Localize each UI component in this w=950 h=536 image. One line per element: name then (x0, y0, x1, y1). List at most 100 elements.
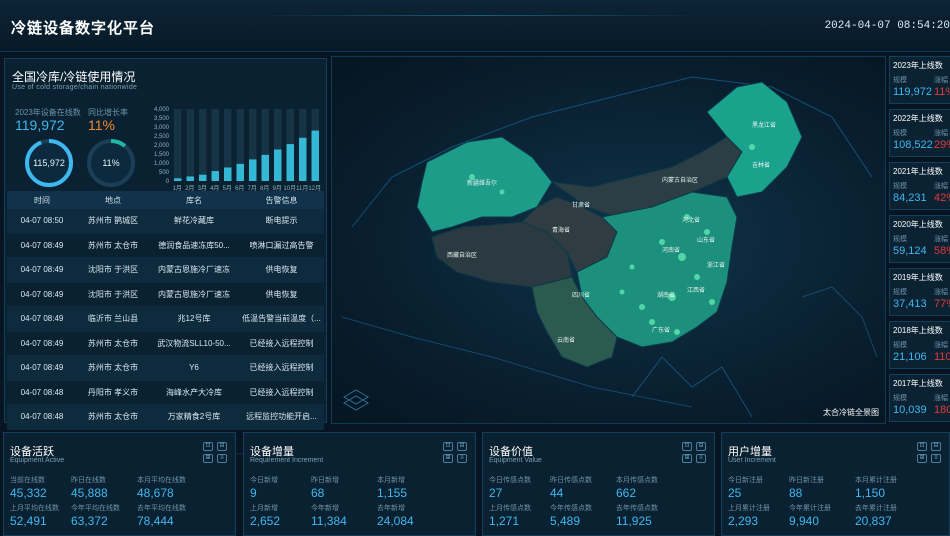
alarm-time: 04-07 08:48 (20, 412, 64, 422)
metric-value: 9 (250, 486, 257, 500)
alarm-storage: 万家精食2号库 (167, 412, 221, 422)
alarm-row[interactable]: 04-07 08:49 苏州市 太仓市 德润食品速冻库50... 喷淋口漏过高告警 (7, 234, 324, 258)
metric: 去年新增 24,084 (377, 503, 414, 528)
x-tick-label: 8月 (260, 185, 269, 192)
bar[interactable] (311, 130, 320, 181)
alarm-row[interactable]: 04-07 08:49 苏州市 太仓市 武汉物流SLL10-50... 已经接入远程控… (7, 332, 324, 356)
alarm-row[interactable]: 04-07 08:49 沈阳市 于洪区 内蒙古恩施冷厂速冻 供电恢复 (7, 258, 324, 283)
summary-card: 用户增量 User Increment ⊡ ⊟ ⊞ ≡ 今日新注册 25 昨日新注册 88 本月累计… (721, 432, 950, 536)
alarm-row[interactable]: 04-07 08:48 丹阳市 孝义市 海峰水产大冷库 已经接入远程控制 (7, 381, 324, 405)
metric-label: 去年平均在线数 (137, 505, 186, 512)
metric-value: 88 (789, 486, 803, 500)
metric: 上月传感点数 1,271 (489, 503, 531, 528)
metric-value: 45,332 (10, 486, 47, 500)
bar[interactable] (211, 171, 220, 181)
collapse-icon[interactable]: ⊟ (696, 442, 706, 451)
metric-value: 11,925 (616, 514, 652, 528)
list-icon[interactable]: ≡ (931, 454, 941, 463)
y-tick-label: 2,000 (154, 143, 170, 149)
alarm-time: 04-07 08:50 (20, 216, 64, 226)
x-tick-label: 9月 (273, 185, 282, 192)
bar[interactable] (224, 167, 232, 182)
map-label-jiangxi: 江西省 (687, 286, 705, 294)
summary-card-title: 设备价值 (489, 446, 533, 458)
alarm-location: 苏州市 鹊城区 (87, 216, 139, 226)
list-icon[interactable]: ≡ (457, 454, 467, 463)
header-storage: 库名 (186, 195, 202, 205)
alarm-storage: 武汉物流SLL10-50... (157, 338, 231, 348)
bar[interactable] (249, 159, 257, 181)
card-action-icons: ⊡ ⊟ ⊞ ≡ (443, 442, 469, 464)
southwest-region (531, 276, 618, 368)
china-map[interactable]: 新疆维吾尔 西藏自治区 青海省 甘肃省 内蒙古自治区 黑龙江省 吉林省 四川省 … (332, 57, 886, 424)
list-icon[interactable]: ≡ (217, 454, 227, 463)
metric-label: 本月累计注册 (855, 477, 897, 484)
year-card-title: 2023年上线数 (893, 61, 943, 70)
summary-card-subtitle: Equipment Value (489, 457, 542, 464)
metric-label: 今日新增 (250, 477, 278, 484)
grid-icon[interactable]: ⊞ (443, 454, 453, 463)
expand-icon[interactable]: ⊡ (443, 442, 453, 451)
list-icon[interactable]: ≡ (696, 454, 706, 463)
bar[interactable] (299, 137, 307, 181)
bar[interactable] (199, 174, 207, 181)
bar-background (224, 109, 232, 181)
year-card-l2: 涨幅 (934, 395, 948, 402)
year-card-title: 2018年上线数 (893, 326, 943, 335)
map-label-xinjiang: 新疆维吾尔 (467, 179, 497, 187)
china-map-panel[interactable]: 新疆维吾尔 西藏自治区 青海省 甘肃省 内蒙古自治区 黑龙江省 吉林省 四川省 … (331, 56, 886, 424)
map-label-qinghai: 青海省 (552, 226, 570, 234)
header-location: 地点 (105, 195, 121, 205)
grid-icon[interactable]: ⊞ (917, 454, 927, 463)
summary-card-title: 设备活跃 (10, 446, 54, 458)
metric-value: 48,678 (137, 486, 174, 500)
alarm-row[interactable]: 04-07 08:48 苏州市 太仓市 万家精食2号库 远程监控功能开启... (7, 405, 324, 430)
alarm-row[interactable]: 04-07 08:50 苏州市 鹊城区 鲜花冷藏库 断电提示 (7, 209, 324, 234)
bar[interactable] (186, 176, 195, 182)
bar[interactable] (286, 144, 295, 181)
grid-icon[interactable]: ⊞ (682, 454, 692, 463)
metric-value: 63,372 (71, 514, 108, 528)
metric: 昨日在线数 45,888 (71, 475, 108, 500)
metric-value: 11,384 (311, 514, 347, 528)
bar[interactable] (274, 149, 282, 182)
summary-card-title: 用户增量 (728, 446, 772, 458)
collapse-icon[interactable]: ⊟ (457, 442, 467, 451)
alarm-location: 丹阳市 孝义市 (87, 387, 139, 397)
alarm-row[interactable]: 04-07 08:49 苏州市 太仓市 Y6 已经接入远程控制 (7, 356, 324, 381)
grid-icon[interactable]: ⊞ (203, 454, 213, 463)
map-density-dots (469, 144, 755, 335)
expand-icon[interactable]: ⊡ (682, 442, 692, 451)
tibet-region (431, 221, 573, 288)
alarm-storage: 德润食品速冻库50... (158, 240, 230, 250)
metric-value: 52,491 (10, 514, 47, 528)
metric-value: 78,444 (137, 514, 174, 528)
map-label-guangdong: 广东省 (652, 326, 670, 334)
bar[interactable] (174, 178, 182, 181)
x-tick-label: 11月 (296, 185, 308, 192)
year-card-l1: 规模 (893, 77, 907, 84)
alarm-time: 04-07 08:49 (20, 265, 64, 275)
alarm-time: 04-07 08:49 (20, 289, 64, 299)
alarm-message: 供电恢复 (265, 265, 298, 275)
bar[interactable] (261, 154, 270, 181)
expand-icon[interactable]: ⊡ (203, 442, 213, 451)
alarm-row[interactable]: 04-07 08:49 临沂市 兰山县 兆12号库 低温告警当前温度（... (7, 307, 324, 332)
northeast-region (706, 81, 803, 198)
alarm-location: 沈阳市 于洪区 (87, 289, 139, 299)
alarm-row[interactable]: 04-07 08:49 沈阳市 于洪区 内蒙古恩施冷厂速冻 供电恢复 (7, 283, 324, 307)
collapse-icon[interactable]: ⊟ (217, 442, 227, 451)
collapse-icon[interactable]: ⊟ (931, 442, 941, 451)
map-label-jilin: 吉林省 (752, 161, 770, 169)
expand-icon[interactable]: ⊡ (917, 442, 927, 451)
map-label-sichuan: 四川省 (572, 291, 590, 299)
bar[interactable] (236, 163, 245, 181)
